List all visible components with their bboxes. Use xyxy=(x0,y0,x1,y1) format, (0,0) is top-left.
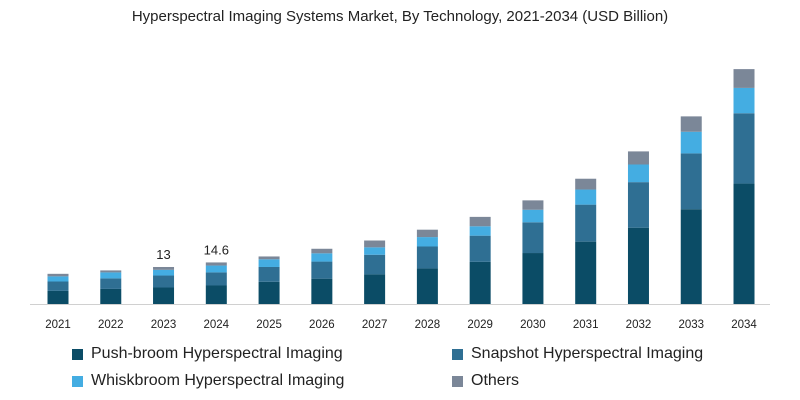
bar-segment xyxy=(153,287,175,304)
bar-segment xyxy=(47,276,69,282)
bar-segment xyxy=(364,247,386,255)
x-tick-label: 2033 xyxy=(678,319,704,331)
bar-segment xyxy=(311,278,333,304)
legend-item-whiskbroom: Whiskbroom Hyperspectral Imaging xyxy=(72,372,344,390)
bar-segment xyxy=(680,209,702,304)
legend-swatch xyxy=(452,348,463,360)
bar-segment xyxy=(733,113,755,184)
legend-item-push-broom: Push-broom Hyperspectral Imaging xyxy=(72,345,343,363)
bar-segment xyxy=(575,241,597,304)
bar-segment xyxy=(469,226,491,236)
x-tick-label: 2027 xyxy=(362,319,388,331)
data-label: 13 xyxy=(156,247,170,262)
bar-segment xyxy=(100,270,122,273)
bar-segment xyxy=(627,151,649,165)
legend-label: Snapshot Hyperspectral Imaging xyxy=(471,345,704,362)
bar-segment xyxy=(364,254,386,275)
bar-segment xyxy=(205,262,227,266)
bar-segment xyxy=(575,178,597,190)
x-tick-label: 2029 xyxy=(467,319,493,331)
bar-segment xyxy=(680,116,702,132)
bar-segment xyxy=(627,182,649,228)
bar-segment xyxy=(522,222,544,254)
legend-label: Whiskbroom Hyperspectral Imaging xyxy=(91,372,345,389)
bar-segment xyxy=(205,272,227,286)
bar-segment xyxy=(311,248,333,254)
legend-label: Others xyxy=(471,372,520,389)
bar-segment xyxy=(311,253,333,262)
x-tick-label: 2028 xyxy=(415,319,441,331)
bar-segment xyxy=(733,183,755,304)
bar-segment xyxy=(416,229,438,238)
bar-segment xyxy=(47,290,69,304)
legend-item-snapshot: Snapshot Hyperspectral Imaging xyxy=(452,345,703,363)
x-tick-label: 2026 xyxy=(309,319,335,331)
x-tick-label: 2030 xyxy=(520,319,546,331)
bar-segment xyxy=(522,253,544,304)
bar-segment xyxy=(258,259,280,267)
bar-segment xyxy=(416,268,438,304)
legend-label: Push-broom Hyperspectral Imaging xyxy=(91,345,343,362)
bar-segment xyxy=(522,209,544,223)
bar-segment xyxy=(47,281,69,291)
bar-segment xyxy=(364,274,386,304)
bar-segment xyxy=(469,261,491,304)
bar-segment xyxy=(522,200,544,210)
legend-swatch xyxy=(452,375,463,387)
legend-swatch xyxy=(72,375,83,387)
x-tick-label: 2021 xyxy=(45,319,71,331)
bar-segment xyxy=(258,266,280,282)
bar-segment xyxy=(258,256,280,260)
bar-segment xyxy=(575,204,597,242)
bar-segment xyxy=(575,189,597,205)
x-tick-label: 2031 xyxy=(573,319,599,331)
bar-segment xyxy=(153,266,175,270)
bar-segment xyxy=(205,285,227,304)
bar-segment xyxy=(205,265,227,273)
x-tick-label: 2022 xyxy=(98,319,124,331)
legend-item-others: Others xyxy=(452,372,519,390)
bar-segment xyxy=(627,227,649,304)
bar-segment xyxy=(733,69,755,88)
legend-swatch xyxy=(72,348,83,360)
bar-segment xyxy=(100,272,122,279)
bar-segment xyxy=(47,273,69,277)
bar-segment xyxy=(258,281,280,304)
x-tick-label: 2023 xyxy=(151,319,177,331)
bar-segment xyxy=(311,261,333,279)
chart-title: Hyperspectral Imaging Systems Market, By… xyxy=(131,8,669,25)
bar-segment xyxy=(469,216,491,227)
bar-segment xyxy=(680,153,702,210)
bar-segment xyxy=(416,237,438,247)
bar-segment xyxy=(364,240,386,248)
bar-segment xyxy=(153,269,175,276)
x-tick-label: 2025 xyxy=(256,319,282,331)
bar-segment xyxy=(153,275,175,288)
x-tick-label: 2032 xyxy=(626,319,652,331)
bar-segment xyxy=(627,164,649,183)
bar-segment xyxy=(680,131,702,154)
bar-segment xyxy=(100,278,122,289)
bar-segment xyxy=(416,246,438,269)
x-tick-label: 2024 xyxy=(204,319,230,331)
bar-segment xyxy=(469,235,491,262)
x-tick-label: 2034 xyxy=(731,319,757,331)
bar-segment xyxy=(100,288,122,304)
bar-segment xyxy=(733,87,755,114)
data-label: 14.6 xyxy=(204,242,229,257)
